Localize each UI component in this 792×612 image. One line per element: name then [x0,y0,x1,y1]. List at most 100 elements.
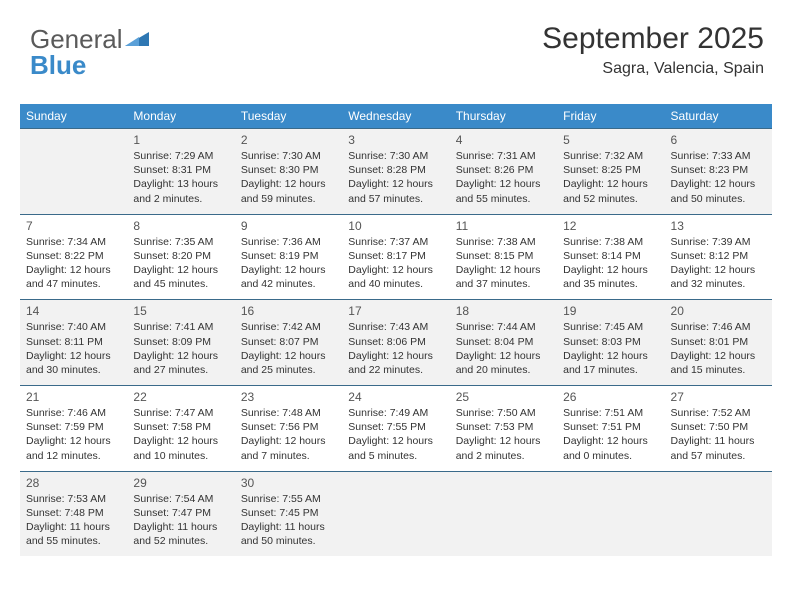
day-info: Sunrise: 7:45 AMSunset: 8:03 PMDaylight:… [563,320,658,377]
day-info: Sunrise: 7:40 AMSunset: 8:11 PMDaylight:… [26,320,121,377]
day-number: 13 [671,219,766,233]
calendar-day-cell [665,471,772,556]
day-info: Sunrise: 7:41 AMSunset: 8:09 PMDaylight:… [133,320,228,377]
calendar-week-row: 21 Sunrise: 7:46 AMSunset: 7:59 PMDayligh… [20,386,772,472]
calendar-day-cell: 2 Sunrise: 7:30 AMSunset: 8:30 PMDaylight… [235,129,342,215]
calendar-day-cell: 29 Sunrise: 7:54 AMSunset: 7:47 PMDayligh… [127,471,234,556]
calendar-day-cell: 14 Sunrise: 7:40 AMSunset: 8:11 PMDayligh… [20,300,127,386]
calendar-day-cell: 6 Sunrise: 7:33 AMSunset: 8:23 PMDaylight… [665,129,772,215]
day-number: 5 [563,133,658,147]
day-info: Sunrise: 7:33 AMSunset: 8:23 PMDaylight:… [671,149,766,206]
day-info: Sunrise: 7:46 AMSunset: 8:01 PMDaylight:… [671,320,766,377]
day-number: 12 [563,219,658,233]
calendar-day-cell: 7Sunrise: 7:34 AMSunset: 8:22 PMDaylight… [20,214,127,300]
calendar-week-row: 28Sunrise: 7:53 AMSunset: 7:48 PMDayligh… [20,471,772,556]
month-year-title: September 2025 [542,22,764,56]
day-info: Sunrise: 7:54 AMSunset: 7:47 PMDaylight:… [133,492,228,549]
calendar-day-cell: 20Sunrise: 7:46 AMSunset: 8:01 PMDayligh… [665,300,772,386]
calendar-day-cell: 19 Sunrise: 7:45 AMSunset: 8:03 PMDayligh… [557,300,664,386]
calendar-week-row: 7Sunrise: 7:34 AMSunset: 8:22 PMDaylight… [20,214,772,300]
day-info: Sunrise: 7:47 AMSunset: 7:58 PMDaylight:… [133,406,228,463]
day-number: 24 [348,390,443,404]
weekday-header: Sunday [20,104,127,129]
day-number: 22 [133,390,228,404]
day-number: 8 [133,219,228,233]
day-number: 10 [348,219,443,233]
day-number: 23 [241,390,336,404]
calendar-day-cell: 3 Sunrise: 7:30 AMSunset: 8:28 PMDaylight… [342,129,449,215]
day-info: Sunrise: 7:51 AMSunset: 7:51 PMDaylight:… [563,406,658,463]
day-info: Sunrise: 7:52 AMSunset: 7:50 PMDaylight:… [671,406,766,463]
day-info: Sunrise: 7:31 AMSunset: 8:26 PMDaylight:… [456,149,551,206]
calendar-day-cell: 13 Sunrise: 7:39 AMSunset: 8:12 PMDayligh… [665,214,772,300]
calendar-day-cell: 4 Sunrise: 7:31 AMSunset: 8:26 PMDaylight… [450,129,557,215]
calendar-day-cell: 30 Sunrise: 7:55 AMSunset: 7:45 PMDayligh… [235,471,342,556]
calendar-day-cell: 15 Sunrise: 7:41 AMSunset: 8:09 PMDayligh… [127,300,234,386]
calendar-day-cell: 25Sunrise: 7:50 AMSunset: 7:53 PMDayligh… [450,386,557,472]
day-number: 15 [133,304,228,318]
day-info: Sunrise: 7:35 AMSunset: 8:20 PMDaylight:… [133,235,228,292]
calendar-day-cell: 16Sunrise: 7:42 AMSunset: 8:07 PMDayligh… [235,300,342,386]
day-info: Sunrise: 7:43 AMSunset: 8:06 PMDaylight:… [348,320,443,377]
weekday-header: Saturday [665,104,772,129]
day-number: 6 [671,133,766,147]
weekday-header-row: Sunday Monday Tuesday Wednesday Thursday… [20,104,772,129]
calendar-day-cell: 9Sunrise: 7:36 AMSunset: 8:19 PMDaylight… [235,214,342,300]
calendar-day-cell: 11 Sunrise: 7:38 AMSunset: 8:15 PMDayligh… [450,214,557,300]
day-info: Sunrise: 7:55 AMSunset: 7:45 PMDaylight:… [241,492,336,549]
brand-logo: General Blue [30,26,149,78]
day-info: Sunrise: 7:44 AMSunset: 8:04 PMDaylight:… [456,320,551,377]
calendar-day-cell [342,471,449,556]
day-info: Sunrise: 7:34 AMSunset: 8:22 PMDaylight:… [26,235,121,292]
calendar-day-cell: 5 Sunrise: 7:32 AMSunset: 8:25 PMDaylight… [557,129,664,215]
day-number: 21 [26,390,121,404]
weekday-header: Wednesday [342,104,449,129]
weekday-header: Friday [557,104,664,129]
calendar-table: Sunday Monday Tuesday Wednesday Thursday… [20,104,772,556]
calendar-day-cell: 26 Sunrise: 7:51 AMSunset: 7:51 PMDayligh… [557,386,664,472]
day-number: 3 [348,133,443,147]
brand-word2: Blue [30,50,86,80]
day-info: Sunrise: 7:39 AMSunset: 8:12 PMDaylight:… [671,235,766,292]
calendar-week-row: 14 Sunrise: 7:40 AMSunset: 8:11 PMDayligh… [20,300,772,386]
brand-triangle-icon [125,26,149,52]
calendar-day-cell: 10 Sunrise: 7:37 AMSunset: 8:17 PMDayligh… [342,214,449,300]
weekday-header: Thursday [450,104,557,129]
calendar-week-row: 1Sunrise: 7:29 AMSunset: 8:31 PMDaylight… [20,129,772,215]
calendar-day-cell: 1Sunrise: 7:29 AMSunset: 8:31 PMDaylight… [127,129,234,215]
header-block: September 2025 Sagra, Valencia, Spain [542,22,764,78]
day-number: 17 [348,304,443,318]
day-info: Sunrise: 7:32 AMSunset: 8:25 PMDaylight:… [563,149,658,206]
day-info: Sunrise: 7:46 AMSunset: 7:59 PMDaylight:… [26,406,121,463]
calendar-day-cell: 24 Sunrise: 7:49 AMSunset: 7:55 PMDayligh… [342,386,449,472]
day-number: 29 [133,476,228,490]
calendar-day-cell: 27 Sunrise: 7:52 AMSunset: 7:50 PMDayligh… [665,386,772,472]
day-number: 26 [563,390,658,404]
day-info: Sunrise: 7:37 AMSunset: 8:17 PMDaylight:… [348,235,443,292]
weekday-header: Monday [127,104,234,129]
day-info: Sunrise: 7:36 AMSunset: 8:19 PMDaylight:… [241,235,336,292]
day-info: Sunrise: 7:38 AMSunset: 8:15 PMDaylight:… [456,235,551,292]
calendar-day-cell: 18 Sunrise: 7:44 AMSunset: 8:04 PMDayligh… [450,300,557,386]
weekday-header: Tuesday [235,104,342,129]
calendar-day-cell [20,129,127,215]
day-info: Sunrise: 7:49 AMSunset: 7:55 PMDaylight:… [348,406,443,463]
day-info: Sunrise: 7:30 AMSunset: 8:30 PMDaylight:… [241,149,336,206]
day-number: 2 [241,133,336,147]
day-number: 4 [456,133,551,147]
day-info: Sunrise: 7:30 AMSunset: 8:28 PMDaylight:… [348,149,443,206]
day-number: 27 [671,390,766,404]
day-number: 30 [241,476,336,490]
day-info: Sunrise: 7:48 AMSunset: 7:56 PMDaylight:… [241,406,336,463]
day-info: Sunrise: 7:38 AMSunset: 8:14 PMDaylight:… [563,235,658,292]
location-subtitle: Sagra, Valencia, Spain [542,60,764,78]
day-number: 16 [241,304,336,318]
day-number: 1 [133,133,228,147]
day-number: 19 [563,304,658,318]
calendar-day-cell: 17 Sunrise: 7:43 AMSunset: 8:06 PMDayligh… [342,300,449,386]
day-number: 18 [456,304,551,318]
day-number: 14 [26,304,121,318]
calendar-day-cell: 23 Sunrise: 7:48 AMSunset: 7:56 PMDayligh… [235,386,342,472]
day-number: 11 [456,219,551,233]
calendar-day-cell: 21 Sunrise: 7:46 AMSunset: 7:59 PMDayligh… [20,386,127,472]
